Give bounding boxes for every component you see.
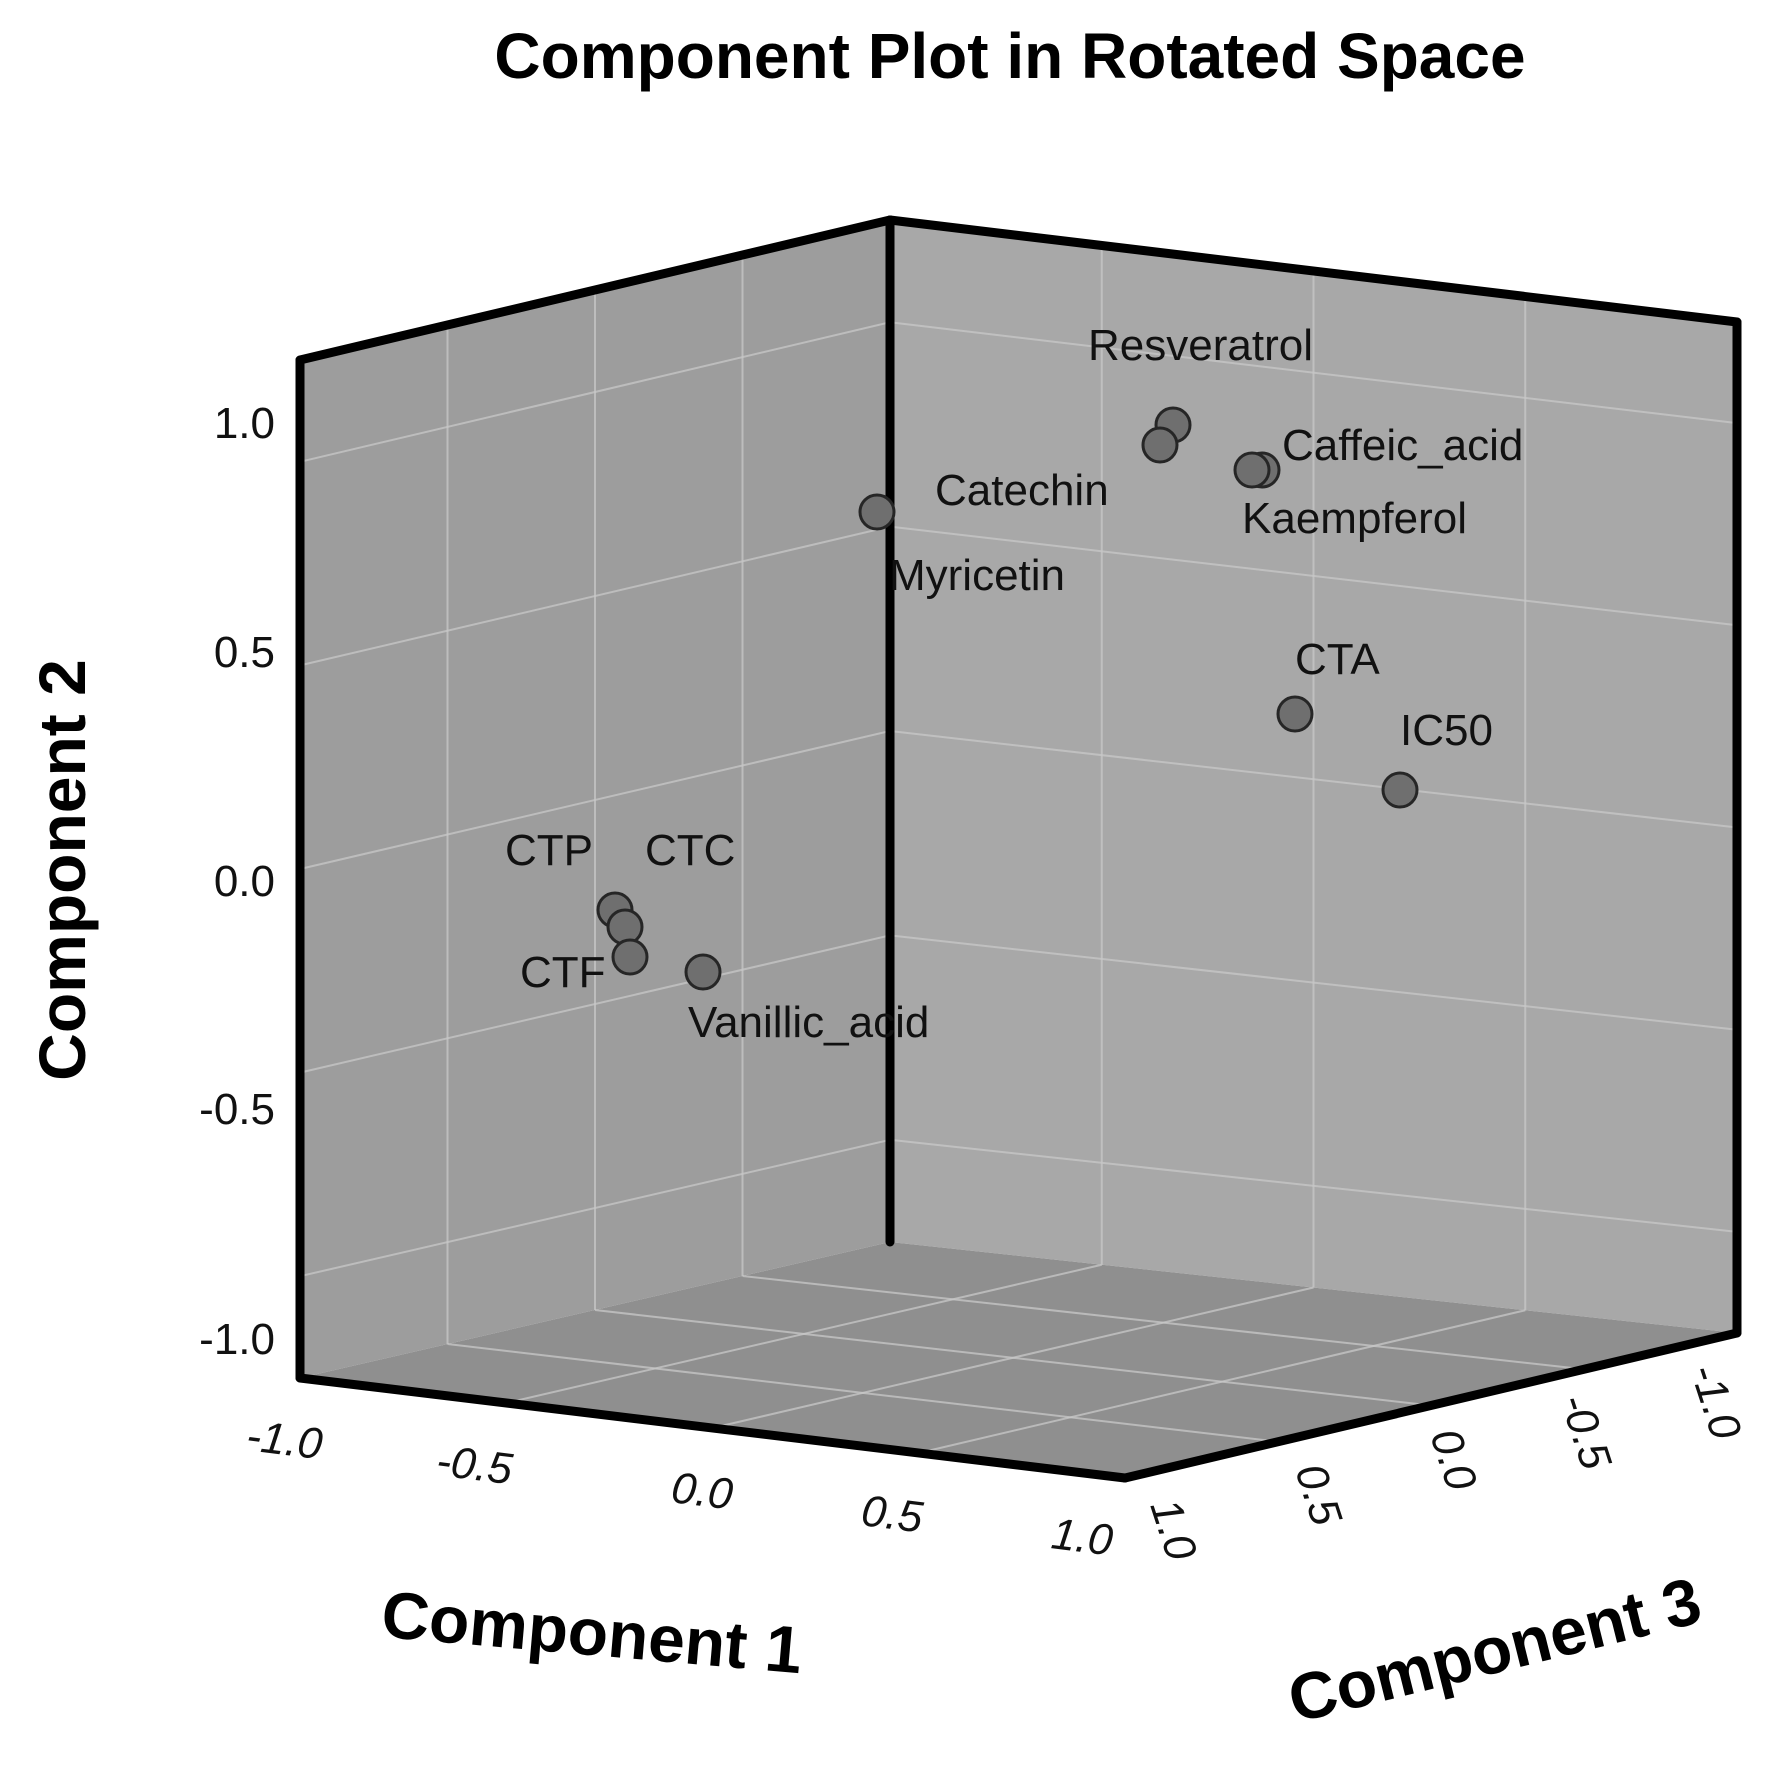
point-label-catechin: Catechin: [935, 466, 1109, 515]
grid-line: [712, 1286, 1314, 1429]
y-tick-label: -0.5: [199, 1085, 275, 1134]
point-label-caffeic-acid: Caffeic_acid: [1282, 421, 1523, 470]
y-tick-label: -1.0: [199, 1315, 275, 1364]
x-tick-label: 1.0: [1049, 1509, 1116, 1565]
data-point-cta: [1276, 695, 1314, 733]
data-point-myricetin: [858, 493, 896, 531]
grid-line: [918, 1309, 1526, 1454]
z-tick-label: -0.5: [1550, 1388, 1620, 1476]
x-tick-label: -0.5: [434, 1436, 516, 1494]
data-point-kaempferol: [1233, 451, 1271, 489]
point-label-resveratrol: Resveratrol: [1088, 321, 1313, 370]
z-axis-title: Component 3: [1281, 1563, 1708, 1737]
point-labels: Resveratrol Catechin Caffeic_acid Kaempfero…: [505, 321, 1523, 1047]
chart-title: Component Plot in Rotated Space: [494, 20, 1525, 92]
z-tick-label: 1.0: [1140, 1493, 1206, 1567]
y-tick-label: 0.5: [214, 628, 275, 677]
y-tick-label: 1.0: [214, 399, 275, 448]
data-points: [596, 406, 1419, 991]
data-point-catechin: [1141, 426, 1179, 464]
y-axis-title: Component 2: [25, 659, 99, 1081]
x-tick-label: 0.5: [859, 1486, 926, 1542]
point-label-ctc: CTC: [645, 826, 735, 875]
grid-lines: [299, 245, 1738, 1454]
point-label-ic50: IC50: [1400, 706, 1493, 755]
y-tick-labels: 1.0 0.5 0.0 -0.5 -1.0: [199, 399, 275, 1364]
data-point-ctc: [606, 908, 644, 946]
point-label-kaempferol: Kaempferol: [1242, 494, 1467, 543]
point-label-ctf: CTF: [520, 948, 606, 997]
grid-line: [742, 1275, 1585, 1371]
point-label-vanillic-acid: Vanillic_acid: [688, 998, 929, 1047]
z-tick-label: -1.0: [1680, 1358, 1750, 1446]
y-tick-label: 0.0: [214, 857, 275, 906]
z-tick-label: 0.0: [1420, 1423, 1486, 1497]
point-label-cta: CTA: [1295, 635, 1380, 684]
data-point-vanillic-acid: [684, 953, 722, 991]
x-tick-label: -1.0: [244, 1411, 326, 1469]
data-point-ic50: [1381, 771, 1419, 809]
x-tick-labels: -1.0 -0.5 0.0 0.5 1.0: [244, 1411, 1116, 1565]
z-tick-label: 0.5: [1285, 1458, 1351, 1532]
cube-frame: [295, 215, 1742, 1483]
x-axis-title: Component 1: [379, 1577, 806, 1687]
point-label-myricetin: Myricetin: [889, 551, 1065, 600]
point-label-ctp: CTP: [505, 826, 593, 875]
data-point-ctf: [611, 938, 649, 976]
x-tick-label: 0.0: [669, 1463, 736, 1519]
